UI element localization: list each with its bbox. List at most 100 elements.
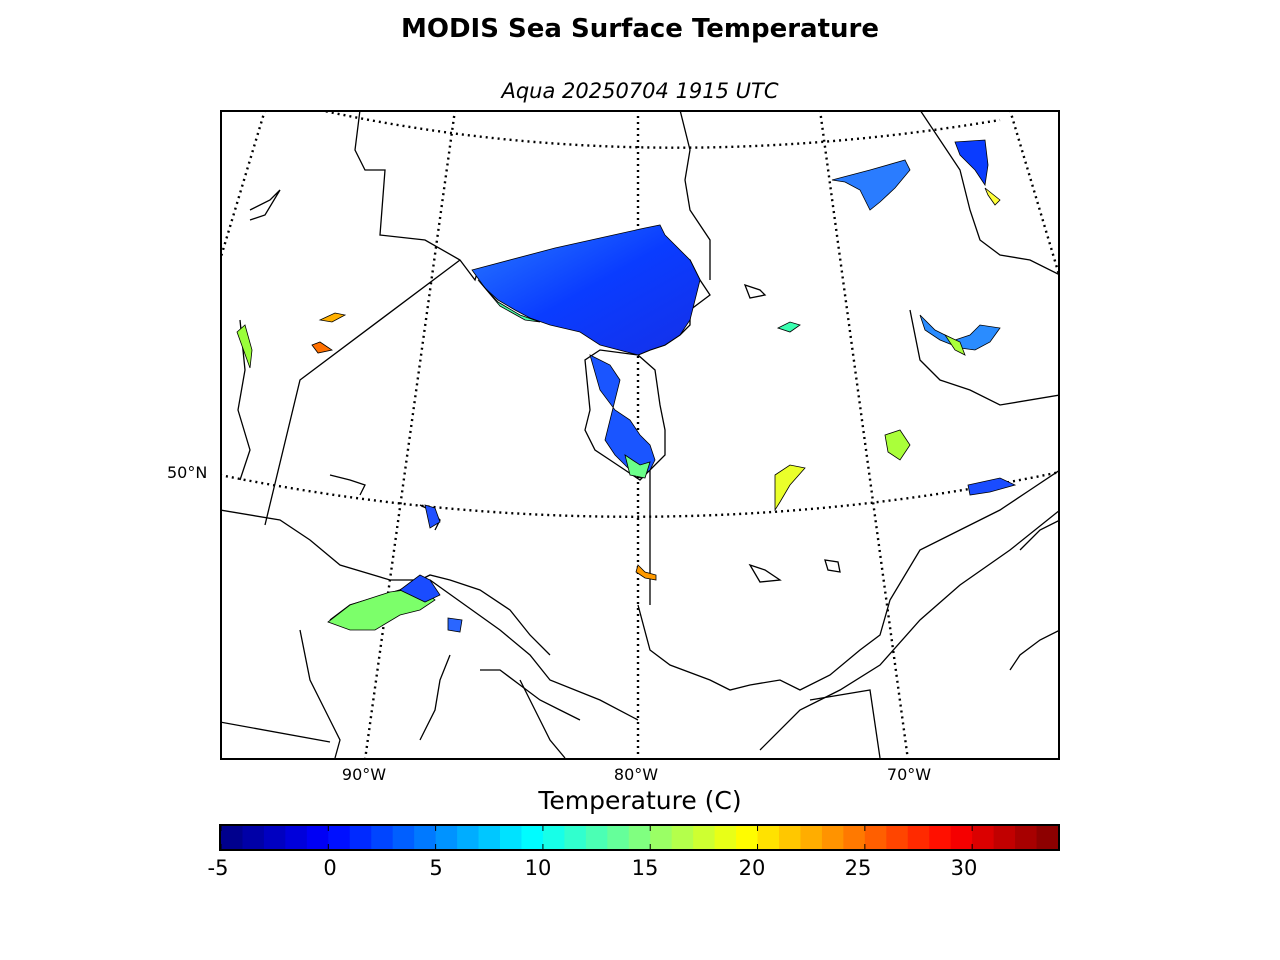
nova-scotia bbox=[1009, 630, 1058, 671]
colorbar-swatch bbox=[907, 826, 930, 849]
minnesota-border bbox=[222, 721, 331, 743]
sst-lake-superior bbox=[327, 587, 436, 631]
meridian-70w bbox=[819, 112, 909, 758]
colorbar-swatch bbox=[779, 826, 802, 849]
belcher-islands bbox=[743, 283, 767, 299]
colorbar-swatch bbox=[349, 826, 372, 849]
colorbar-tick: 5 bbox=[429, 856, 443, 880]
colorbar-swatch bbox=[950, 826, 973, 849]
colorbar-swatch bbox=[628, 826, 651, 849]
sst-nw-lake-red bbox=[311, 341, 334, 354]
colorbar-swatch bbox=[972, 826, 995, 849]
colorbar-swatch bbox=[564, 826, 587, 849]
sst-hudson-bay-edge bbox=[477, 279, 541, 323]
colorbar-swatch bbox=[306, 826, 329, 849]
west-coast-lakes bbox=[237, 319, 251, 481]
colorbar-swatch bbox=[542, 826, 565, 849]
ungava-island bbox=[824, 559, 841, 573]
sst-nw-lake-orange bbox=[318, 312, 347, 323]
colorbar-swatch bbox=[693, 826, 716, 849]
colorbar-tick: 20 bbox=[738, 856, 766, 880]
sst-ungava-coast bbox=[984, 187, 1001, 206]
colorbar-swatch bbox=[800, 826, 823, 849]
sst-james-bay-south bbox=[624, 454, 651, 479]
figure-subtitle: Aqua 20250704 1915 UTC bbox=[501, 79, 779, 103]
lat-label-50n: 50°N bbox=[167, 463, 208, 482]
colorbar-tick: -5 bbox=[207, 856, 229, 880]
meridian-90w bbox=[364, 112, 456, 758]
colorbar-swatch bbox=[714, 826, 737, 849]
colorbar-swatch bbox=[821, 826, 844, 849]
map-canvas bbox=[222, 112, 1058, 758]
nw-lake bbox=[249, 189, 281, 221]
colorbar-label: Temperature (C) bbox=[538, 786, 742, 815]
labrador-coast bbox=[920, 112, 1058, 275]
meridian-100w bbox=[222, 112, 266, 258]
lon-label-70w: 70°W bbox=[886, 765, 932, 784]
sst-gulf-st-lawrence bbox=[967, 477, 1017, 496]
sst-lake-superior-small bbox=[447, 617, 463, 633]
colorbar-tick: 25 bbox=[844, 856, 872, 880]
lake-huron bbox=[480, 669, 581, 721]
colorbar-swatch bbox=[242, 826, 265, 849]
colorbar-swatch bbox=[864, 826, 887, 849]
parallel-60n bbox=[323, 112, 1001, 149]
newfoundland-south bbox=[1019, 520, 1058, 551]
colorbar-swatch bbox=[1036, 826, 1058, 849]
colorbar-swatch bbox=[736, 826, 759, 849]
colorbar-swatch bbox=[500, 826, 523, 849]
colorbar-swatch bbox=[757, 826, 780, 849]
map-panel bbox=[220, 110, 1060, 760]
colorbar-swatch bbox=[671, 826, 694, 849]
sst-hudson-lake-orange bbox=[635, 564, 657, 581]
colorbar-swatch bbox=[328, 826, 351, 849]
sst-labrador-lakes-yellow bbox=[943, 334, 966, 356]
colorbar-swatch bbox=[843, 826, 866, 849]
us-canada-border bbox=[222, 509, 639, 721]
sst-lake-winnipeg bbox=[236, 324, 253, 369]
sst-data bbox=[236, 139, 1017, 633]
colorbar-tick: 0 bbox=[323, 856, 337, 880]
st-lawrence bbox=[759, 510, 1058, 751]
colorbar-swatch bbox=[478, 826, 501, 849]
labrador-border bbox=[909, 309, 1058, 406]
wisconsin-border bbox=[299, 629, 341, 758]
colorbar-swatch bbox=[585, 826, 608, 849]
hudson-bay-east-coast bbox=[679, 112, 711, 280]
coastlines bbox=[222, 112, 1058, 758]
meridian-60w bbox=[1009, 112, 1058, 276]
colorbar-swatch bbox=[886, 826, 909, 849]
sst-manicouagan bbox=[884, 429, 911, 461]
colorbar-swatch bbox=[457, 826, 480, 849]
colorbar-tick: 10 bbox=[524, 856, 552, 880]
sst-lake-nipigon bbox=[424, 504, 441, 529]
figure-title: MODIS Sea Surface Temperature bbox=[401, 14, 879, 44]
colorbar-swatch bbox=[221, 826, 244, 849]
colorbar-swatch bbox=[263, 826, 286, 849]
quebec-lake bbox=[748, 563, 782, 583]
lon-label-80w: 80°W bbox=[613, 765, 659, 784]
lake-michigan bbox=[419, 654, 451, 741]
colorbar-swatch bbox=[392, 826, 415, 849]
ontario-manitoba-border bbox=[264, 259, 461, 526]
sst-james-bay bbox=[589, 354, 656, 479]
colorbar-swatch bbox=[650, 826, 673, 849]
colorbar-swatch bbox=[414, 826, 437, 849]
colorbar bbox=[219, 824, 1060, 851]
colorbar-swatch bbox=[435, 826, 458, 849]
quebec-south bbox=[637, 470, 1058, 691]
sst-reservoir bbox=[774, 464, 806, 512]
colorbar-swatches bbox=[221, 826, 1058, 849]
michigan-peninsula bbox=[519, 679, 566, 758]
hudson-bay-coast bbox=[354, 112, 711, 481]
sst-ungava-bay-north bbox=[831, 159, 911, 211]
colorbar-swatch bbox=[1015, 826, 1038, 849]
maine-border bbox=[809, 689, 881, 758]
colorbar-tick: 30 bbox=[950, 856, 978, 880]
lon-label-90w: 90°W bbox=[341, 765, 387, 784]
sst-hudson-bay-swath bbox=[471, 224, 701, 356]
colorbar-swatch bbox=[285, 826, 308, 849]
sst-quebec-lake bbox=[776, 321, 801, 333]
sst-ungava-bay-north-east bbox=[954, 139, 989, 187]
colorbar-swatch bbox=[929, 826, 952, 849]
